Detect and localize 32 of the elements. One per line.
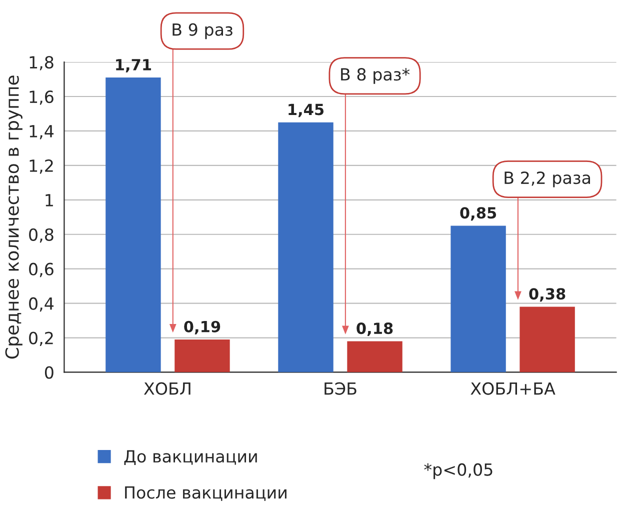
bar <box>174 339 230 372</box>
y-axis-title: Среднее количество в группе <box>5 76 22 359</box>
data-label: 0,18 <box>356 322 393 336</box>
y-tick-label: 0 <box>44 366 54 379</box>
data-label: 1,71 <box>116 59 152 72</box>
y-tick-label: 1,2 <box>30 159 53 174</box>
x-tick-label: ХОБЛ <box>144 382 190 395</box>
x-tick-label: БЭБ <box>324 382 356 395</box>
text: *p<0,05 <box>424 463 492 480</box>
y-tick-label: 1,6 <box>30 90 54 105</box>
bar <box>450 226 506 372</box>
y-tick-label: 1,4 <box>30 125 54 140</box>
y-tick-label: 1 <box>46 194 53 206</box>
bar <box>106 78 161 372</box>
data-label: 0,38 <box>529 288 566 302</box>
data-label: 0,85 <box>460 207 496 221</box>
y-tick-label: 0,4 <box>29 297 54 312</box>
data-label: 1,45 <box>288 104 324 118</box>
legend-label: После вакцинации <box>125 486 286 501</box>
y-tick-label: 0,2 <box>29 332 53 346</box>
bar <box>520 306 575 372</box>
y-tick-label: 0,6 <box>29 262 54 278</box>
bar <box>347 341 402 372</box>
data-label: 0,19 <box>184 320 220 334</box>
legend-label: До вакцинации <box>124 450 257 466</box>
y-tick-label: 1,8 <box>30 56 54 70</box>
annotation: В 2,2 раза <box>504 171 590 188</box>
y-tick-label: 0,8 <box>29 228 54 243</box>
annotation: В 8 раз* <box>341 68 410 84</box>
x-tick-label: ХОБЛ+БА <box>470 382 556 395</box>
text: В 9 раз <box>172 23 232 40</box>
bar <box>278 122 334 372</box>
